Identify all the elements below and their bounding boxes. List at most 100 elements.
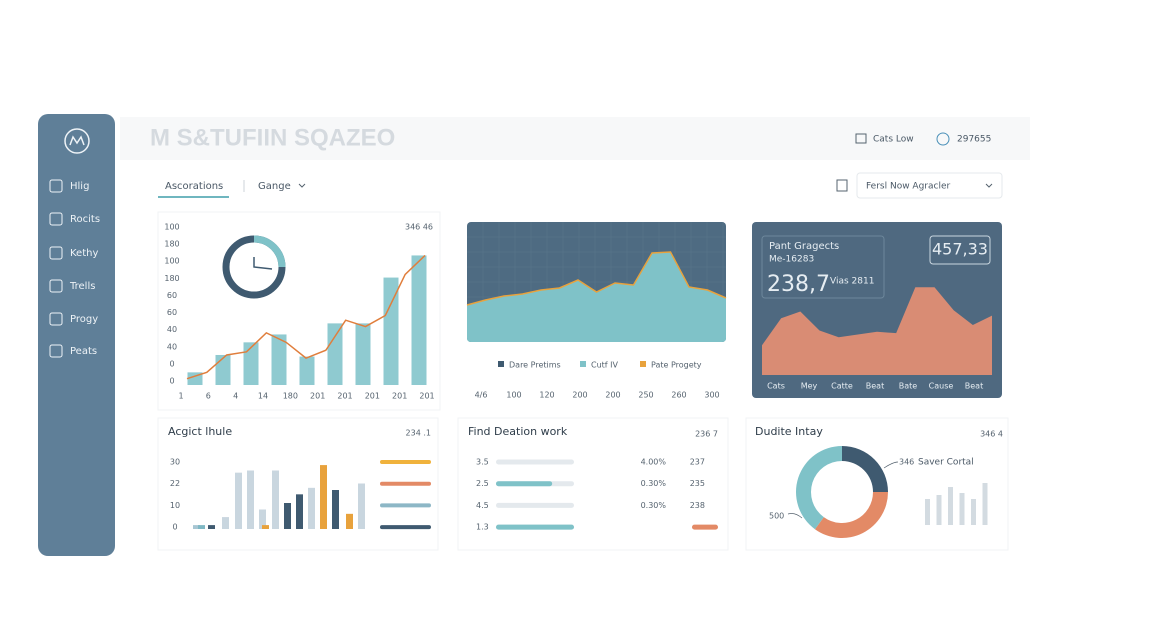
y-tick-label: 40 [167, 325, 177, 334]
donut-legend: Saver Cortal [918, 458, 974, 468]
count: 297655 [957, 135, 991, 145]
x-tick-label: 180 [283, 392, 298, 401]
row-label: 1.3 [476, 523, 489, 532]
kpi-title: Pant Gragects [769, 241, 839, 252]
bar [320, 465, 327, 529]
filter[interactable]: Fersl Now Agracler [866, 182, 951, 192]
donut-callout: 500 [769, 512, 784, 521]
callout-line [787, 513, 803, 519]
donut-segment [796, 446, 842, 530]
logo-mark [69, 135, 85, 146]
logo [64, 128, 90, 154]
nav-icon [49, 279, 63, 293]
mini-bar [982, 483, 988, 525]
tab[interactable]: Gange [258, 181, 291, 192]
callout-line [883, 461, 899, 469]
nav-item[interactable]: Kethy [70, 248, 98, 259]
header [120, 117, 1030, 160]
mini-bar [971, 499, 976, 525]
bar [346, 513, 353, 529]
bar [208, 525, 215, 529]
row-value: 235 [690, 479, 705, 488]
bar [259, 509, 266, 529]
kpi-box [761, 235, 885, 299]
chevron [298, 183, 306, 188]
kpi-badge-box [929, 235, 991, 265]
bar [272, 470, 279, 529]
x-tick-label: 201 [392, 392, 407, 401]
progress-track [496, 502, 574, 508]
count-icon [936, 132, 950, 146]
bar [358, 483, 365, 529]
y-tick-label: 180 [164, 274, 179, 283]
corner-value: 234 .1 [406, 429, 431, 438]
bar [327, 323, 343, 385]
bar [411, 255, 427, 385]
nav-icon [49, 212, 63, 226]
bar [198, 525, 205, 529]
donut-segment [814, 492, 888, 538]
bar [243, 342, 259, 385]
bar [299, 356, 315, 385]
bar [308, 487, 315, 529]
calendar-icon [836, 179, 848, 192]
row-label: 4.5 [476, 501, 489, 510]
x-tick-label: 201 [337, 392, 352, 401]
bar [355, 323, 371, 385]
nav-item[interactable]: Hlig [70, 181, 89, 192]
y-tick-label: 22 [170, 479, 180, 488]
y-tick-label: 100 [164, 223, 179, 232]
y-tick-label: 100 [164, 257, 179, 266]
mini-bar [948, 487, 953, 525]
legend-line [380, 503, 431, 508]
mini-bar [925, 499, 930, 525]
x-tick-label: Beat [965, 382, 983, 391]
mini-bar [959, 493, 965, 525]
nav-icon [49, 312, 63, 326]
row-percent: 4.00% [641, 458, 667, 467]
donut-segment [842, 446, 888, 492]
row-label: 3.5 [476, 458, 489, 467]
progress-fill [496, 524, 574, 530]
legend-swatch [498, 361, 504, 367]
kpi-subtitle: Me-16283 [769, 255, 814, 265]
bar [262, 525, 269, 529]
x-tick-label: 300 [704, 391, 719, 400]
gauge-arc [253, 235, 286, 268]
panel-title: Acgict lhule [168, 425, 232, 438]
gauge-hands [253, 257, 273, 270]
status-icon [855, 133, 867, 144]
x-tick-label: 14 [258, 392, 268, 401]
nav-item[interactable]: Trells [69, 281, 95, 292]
x-tick-label: 4 [233, 392, 238, 401]
donut-label: 346 [899, 458, 914, 467]
nav-item[interactable]: Progy [70, 314, 98, 325]
kpi-area [762, 287, 992, 375]
area-line [466, 251, 727, 306]
x-tick-label: 250 [638, 391, 653, 400]
kpi-value: 238,7 [767, 272, 830, 297]
bar [383, 277, 399, 385]
nav-item[interactable]: Peats [70, 346, 97, 357]
bar [271, 334, 287, 385]
row-label: 2.5 [476, 479, 489, 488]
x-tick-label: Catte [831, 382, 853, 391]
x-tick-label: 4/6 [475, 391, 488, 400]
corner-value: 236 7 [695, 430, 718, 439]
legend-label: Dare Pretims [509, 361, 561, 370]
row-percent: 0.30% [641, 501, 667, 510]
x-tick-label: 260 [671, 391, 686, 400]
kpi-note: Vias 2811 [830, 277, 874, 287]
x-tick-label: Mey [801, 382, 818, 391]
tab[interactable]: Ascorations [165, 181, 223, 192]
x-tick-label: 6 [206, 392, 211, 401]
status[interactable]: Cats Low [873, 135, 914, 145]
nav-item[interactable]: Rocits [70, 214, 100, 225]
row-flag [692, 524, 718, 530]
x-tick-label: 201 [365, 392, 380, 401]
x-tick-label: 200 [605, 391, 620, 400]
filter-dropdown[interactable] [856, 172, 1003, 199]
row-percent: 0.30% [641, 479, 667, 488]
x-tick-label: Beat [866, 382, 884, 391]
y-tick-label: 10 [170, 501, 180, 510]
